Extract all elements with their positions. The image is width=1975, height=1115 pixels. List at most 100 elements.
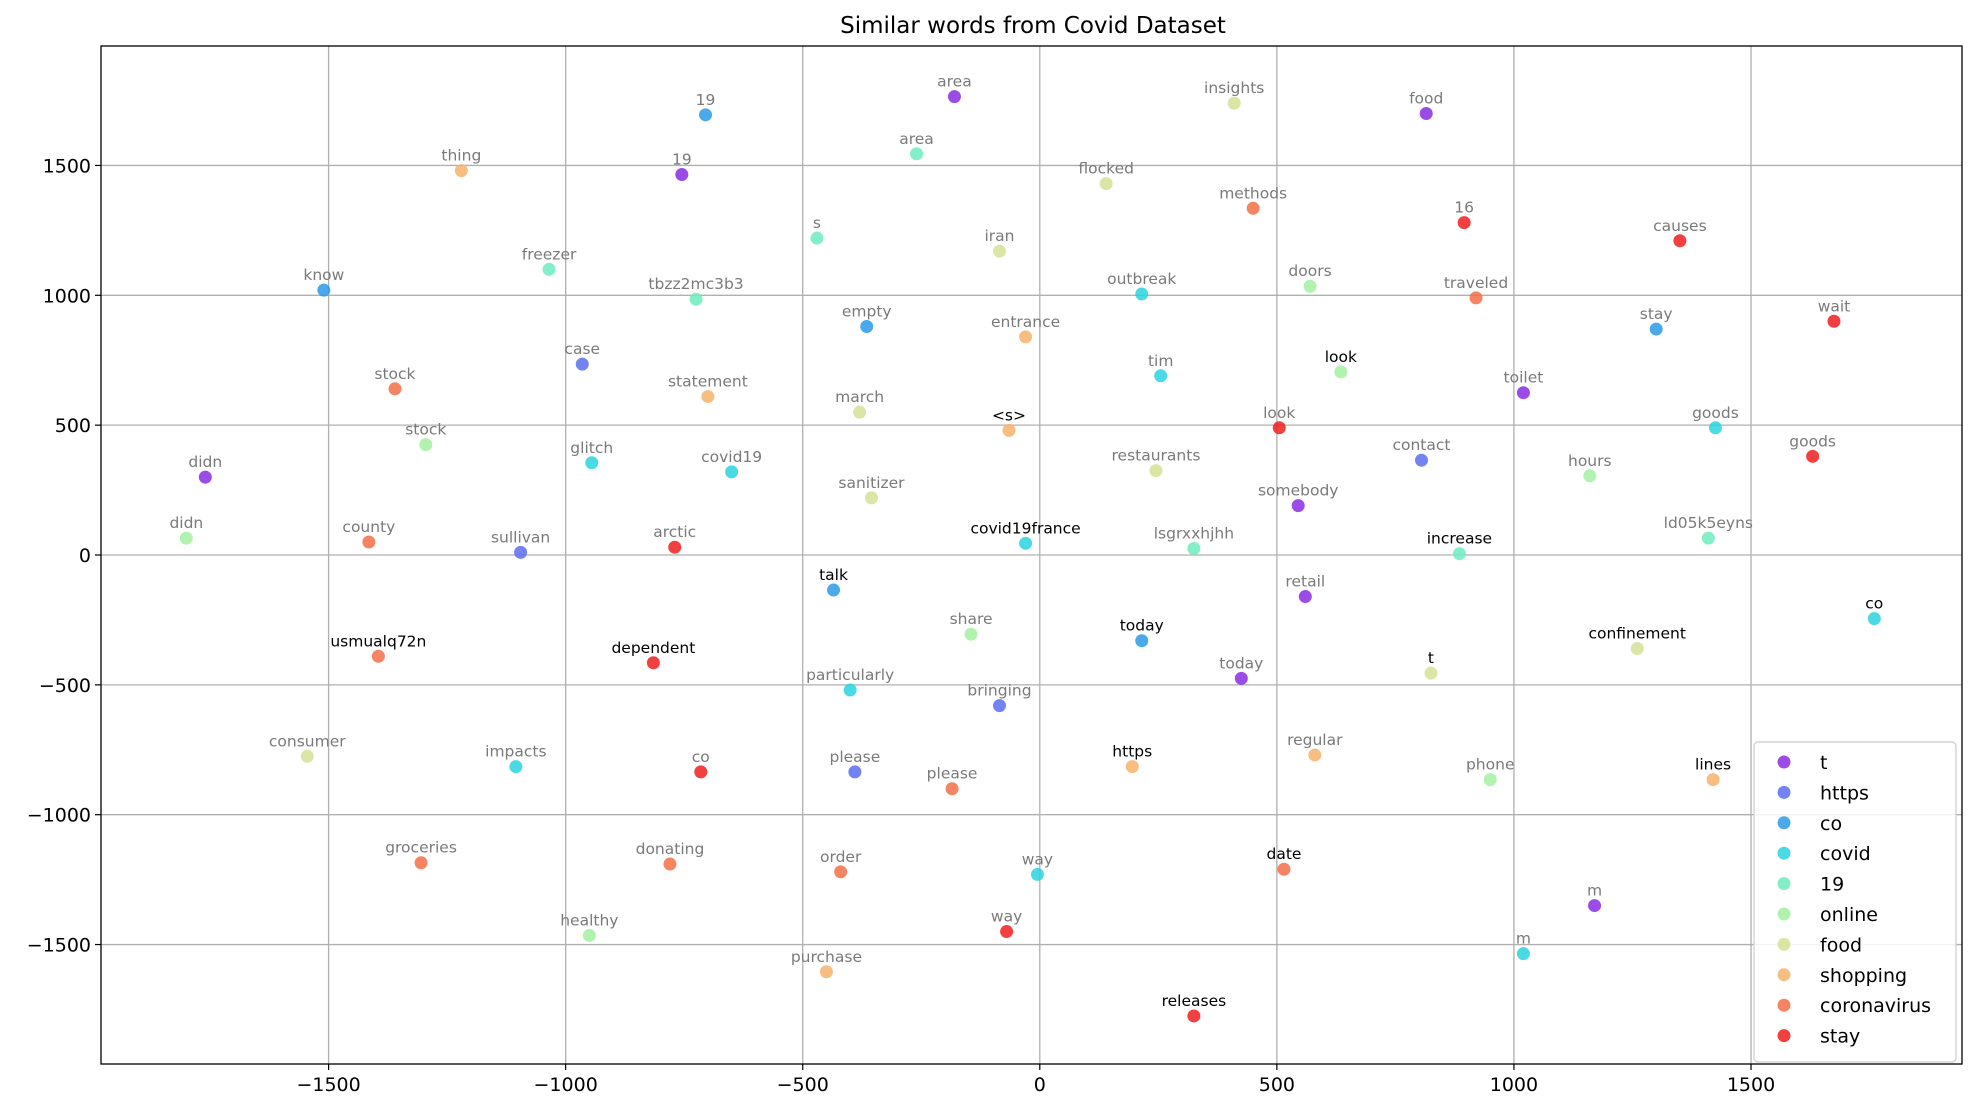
legend-marker [1777,816,1791,830]
point-label: today [1219,654,1263,672]
y-tick-label: 0 [79,545,91,567]
point-label: 19 [672,151,692,169]
y-tick-label: 1500 [43,155,91,177]
data-point [1827,314,1841,328]
legend-entry: covid [1820,843,1871,865]
point-label: know [303,266,344,284]
data-point [1867,612,1881,626]
data-point [1457,216,1471,230]
data-point [1673,234,1687,248]
x-tick-label: 500 [1259,1074,1295,1096]
point-label: goods [1789,432,1836,450]
legend-marker [1777,846,1791,860]
legend-marker [1777,907,1791,921]
data-point [1227,96,1241,110]
point-label: case [564,340,600,358]
point-label: 16 [1454,199,1474,217]
point-label: traveled [1444,274,1508,292]
data-point [1002,423,1016,437]
point-label: iran [984,227,1014,245]
point-label: please [829,748,880,766]
x-tick-label: 1000 [1490,1074,1538,1096]
data-point [1588,899,1602,913]
point-label: toilet [1504,369,1544,387]
data-point [1277,862,1291,876]
point-label: glitch [570,439,613,457]
point-label: phone [1466,756,1515,774]
data-point [1099,177,1113,191]
point-label: increase [1427,530,1492,548]
data-point [945,782,959,796]
point-label: covid19 [701,448,762,466]
point-label: restaurants [1112,447,1201,465]
legend-marker [1777,937,1791,951]
point-label: talk [819,566,848,584]
data-point [1649,322,1663,336]
point-label: t [1428,649,1434,667]
data-point [1019,330,1033,344]
y-tick-label: −500 [39,675,91,697]
point-label: stock [374,365,415,383]
data-point [388,382,402,396]
point-label: march [835,388,884,406]
y-tick-label: 1000 [43,285,91,307]
point-label: arctic [653,523,696,541]
data-point [1483,773,1497,787]
data-point [827,583,841,597]
data-point [701,390,715,404]
point-label: wait [1818,297,1851,315]
data-point [694,765,708,779]
data-point [1246,201,1260,215]
point-label: share [950,610,993,628]
data-point [668,540,682,554]
data-point [371,649,385,663]
point-label: county [342,518,395,536]
point-label: lsgrxxhjhh [1154,525,1234,543]
data-point [179,531,193,545]
x-tick-label: 0 [1034,1074,1046,1096]
data-point [675,168,689,182]
point-label: confinement [1588,624,1686,642]
data-point [1583,469,1597,483]
data-points [179,90,1881,1023]
point-label: https [1112,743,1152,761]
legend-entry: 19 [1820,874,1844,896]
data-point [819,965,833,979]
data-point [198,470,212,484]
point-label: look [1263,404,1295,422]
data-point [1154,369,1168,383]
legend-marker [1777,755,1791,769]
legend-entry: online [1820,904,1878,926]
point-label: methods [1219,184,1287,202]
data-point [725,465,739,479]
point-label: freezer [522,245,577,263]
data-point [1030,867,1044,881]
data-point [1452,547,1466,561]
point-label: hours [1568,452,1612,470]
point-label: doors [1288,262,1331,280]
y-tick-label: −1500 [27,935,91,957]
data-point [1308,748,1322,762]
point-label: sullivan [491,528,550,546]
data-point [542,262,556,276]
data-point [848,765,862,779]
point-label: 19 [696,91,716,109]
data-point [1419,107,1433,121]
data-point [1414,453,1428,467]
legend-entry: https [1820,782,1869,804]
data-point [834,865,848,879]
data-point [1298,590,1312,604]
data-point [1303,279,1317,293]
data-point [317,283,331,297]
data-point [947,90,961,104]
data-point [699,108,713,122]
point-label: healthy [560,911,618,929]
point-label: regular [1287,731,1343,749]
point-label: usmualq72n [330,632,426,650]
point-label: consumer [269,732,346,750]
point-label: ld05k5eyns [1664,514,1753,532]
data-point [1516,386,1530,400]
data-point [582,928,596,942]
